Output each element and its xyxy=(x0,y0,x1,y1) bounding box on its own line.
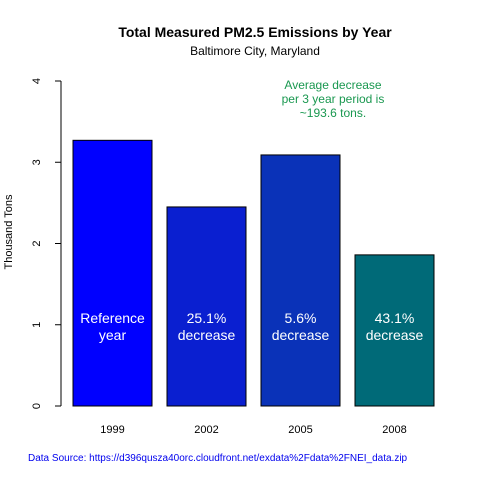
y-axis-label: Thousand Tons xyxy=(3,194,15,270)
chart-subtitle: Baltimore City, Maryland xyxy=(190,44,320,58)
bar-annotation-label: 5.6% xyxy=(285,310,317,326)
y-tick-label: 1 xyxy=(31,322,43,328)
bar-2005 xyxy=(260,154,341,407)
x-tick-label: 2002 xyxy=(194,424,218,436)
bar-2008 xyxy=(354,254,435,407)
bar-annotation-label: year xyxy=(99,327,127,343)
y-tick-label: 2 xyxy=(31,240,43,246)
data-source-link[interactable]: Data Source: https://d396qusza40orc.clou… xyxy=(28,453,408,464)
annotation-line: ~193.6 tons. xyxy=(300,106,366,120)
bar-annotation-label: decrease xyxy=(178,327,236,343)
bar-annotation-label: 25.1% xyxy=(187,310,227,326)
x-tick-label: 1999 xyxy=(100,424,124,436)
y-tick-label: 4 xyxy=(31,78,43,84)
chart-title: Total Measured PM2.5 Emissions by Year xyxy=(118,24,392,40)
y-tick-label: 3 xyxy=(31,159,43,165)
bar-annotation-label: 43.1% xyxy=(375,310,415,326)
bar-annotation-label: Reference xyxy=(80,310,145,326)
annotation-line: Average decrease xyxy=(284,78,382,92)
x-tick-label: 2005 xyxy=(288,424,312,436)
bar-annotation-label: decrease xyxy=(366,327,424,343)
y-axis: 0 1 2 3 4 xyxy=(31,78,62,409)
x-tick-label: 2008 xyxy=(382,424,406,436)
bar-annotation-label: decrease xyxy=(272,327,330,343)
bars: 1999Referenceyear200225.1%decrease20055.… xyxy=(72,139,435,436)
y-tick-label: 0 xyxy=(31,403,43,409)
annotation-line: per 3 year period is xyxy=(282,92,385,106)
bar-2002 xyxy=(166,206,247,407)
bar-1999 xyxy=(72,139,153,407)
